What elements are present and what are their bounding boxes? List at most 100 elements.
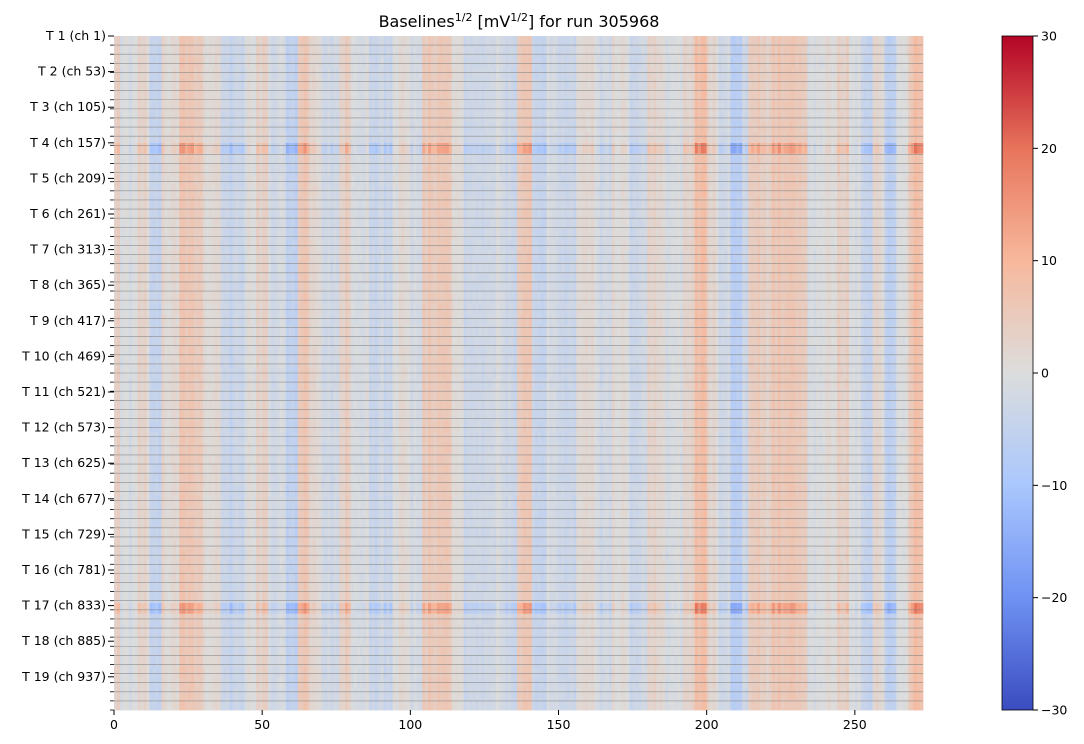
heatmap-cell — [902, 207, 906, 219]
heatmap-cell — [161, 132, 165, 144]
heatmap-cell — [608, 46, 613, 58]
heatmap-cell — [757, 110, 761, 122]
heatmap-cell — [697, 207, 702, 219]
heatmap-cell — [285, 142, 290, 155]
heatmap-cell — [247, 100, 251, 112]
heatmap-cell — [896, 164, 900, 176]
heatmap-cell — [680, 132, 684, 144]
heatmap-cell — [265, 164, 269, 176]
heatmap-cell — [247, 228, 251, 240]
heatmap-cell — [848, 57, 853, 69]
heatmap-cell — [632, 89, 636, 101]
heatmap-cell — [561, 89, 565, 101]
heatmap-cell — [866, 132, 871, 144]
heatmap-cell — [137, 46, 142, 58]
heatmap-cell — [845, 46, 850, 58]
heatmap-cell — [330, 57, 334, 69]
heatmap-cell — [585, 36, 589, 48]
heatmap-cell — [848, 68, 853, 80]
heatmap-cell — [857, 78, 862, 90]
heatmap-cell — [422, 46, 426, 58]
heatmap-cell — [519, 46, 524, 58]
heatmap-cell — [700, 207, 705, 219]
heatmap-cell — [250, 207, 254, 219]
heatmap-cell — [866, 68, 871, 80]
heatmap-cell — [854, 207, 859, 219]
heatmap-cell — [217, 110, 222, 122]
heatmap-cell — [848, 142, 853, 155]
heatmap-cell — [428, 217, 432, 229]
heatmap-cell — [253, 142, 257, 155]
heatmap-cell — [442, 78, 447, 90]
heatmap-cell — [185, 153, 189, 165]
heatmap-cell — [831, 36, 835, 48]
heatmap-cell — [804, 46, 808, 58]
heatmap-cell — [611, 100, 616, 112]
heatmap-cell — [837, 175, 841, 187]
heatmap-cell — [768, 217, 773, 229]
heatmap-cell — [902, 68, 906, 80]
heatmap-cell — [558, 185, 562, 197]
heatmap-cell — [834, 100, 838, 112]
heatmap-cell — [893, 132, 897, 144]
heatmap-cell — [872, 78, 876, 90]
heatmap-cell — [167, 132, 171, 144]
heatmap-cell — [842, 46, 847, 58]
heatmap-cell — [324, 100, 328, 112]
heatmap-cell — [691, 207, 696, 219]
heatmap-cell — [282, 185, 287, 197]
heatmap-cell — [783, 78, 788, 90]
heatmap-cell — [629, 57, 633, 69]
heatmap-cell — [502, 185, 506, 197]
heatmap-cell — [822, 217, 826, 229]
heatmap-cell — [555, 89, 559, 101]
heatmap-cell — [348, 217, 352, 229]
heatmap-cell — [235, 228, 239, 240]
heatmap-cell — [173, 46, 177, 58]
heatmap-cell — [703, 132, 708, 144]
heatmap-cell — [407, 142, 411, 155]
heatmap-cell — [410, 46, 414, 58]
heatmap-cell — [694, 78, 699, 90]
heatmap-cell — [585, 185, 589, 197]
heatmap-cell — [697, 110, 702, 122]
heatmap-cell — [857, 57, 862, 69]
heatmap-cell — [813, 175, 817, 187]
heatmap-cell — [872, 132, 876, 144]
heatmap-cell — [392, 68, 396, 80]
heatmap-cell — [890, 57, 894, 69]
heatmap-cell — [297, 185, 302, 197]
heatmap-cell — [410, 68, 414, 80]
heatmap-cell — [594, 78, 598, 90]
heatmap-cell — [398, 110, 402, 122]
heatmap-cell — [291, 36, 296, 48]
heatmap-cell — [840, 57, 844, 69]
heatmap-cell — [608, 207, 613, 219]
heatmap-cell — [134, 207, 139, 219]
heatmap-cell — [665, 153, 669, 165]
heatmap-cell — [386, 110, 390, 122]
heatmap-cell — [899, 46, 903, 58]
heatmap-cell — [128, 46, 133, 58]
heatmap-cell — [291, 57, 296, 69]
heatmap-cell — [691, 185, 696, 197]
heatmap-cell — [265, 46, 269, 58]
heatmap-cell — [546, 100, 551, 112]
heatmap-cell — [739, 57, 743, 69]
heatmap-cell — [339, 132, 343, 144]
heatmap-cell — [226, 68, 230, 80]
heatmap-cell — [561, 46, 565, 58]
heatmap-cell — [300, 132, 305, 144]
heatmap-cell — [463, 217, 468, 229]
heatmap-cell — [688, 164, 693, 176]
heatmap-cell — [229, 78, 233, 90]
heatmap-cell — [576, 175, 580, 187]
heatmap-cell — [706, 68, 711, 80]
heatmap-cell — [276, 46, 281, 58]
heatmap-cell — [674, 110, 678, 122]
heatmap-cell — [164, 78, 168, 90]
heatmap-cell — [866, 110, 871, 122]
heatmap-cell — [727, 36, 731, 48]
heatmap-cell — [688, 46, 693, 58]
heatmap-cell — [857, 89, 862, 101]
